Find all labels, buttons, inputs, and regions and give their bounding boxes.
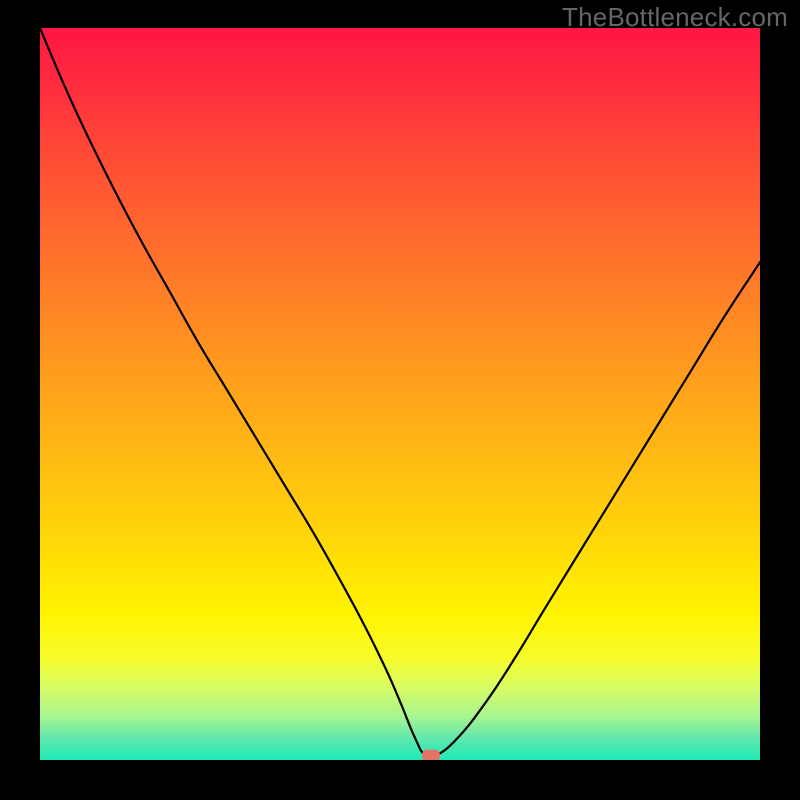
optimum-marker	[422, 750, 440, 760]
bottleneck-chart	[40, 28, 760, 760]
watermark-text: TheBottleneck.com	[562, 2, 788, 33]
plot-area	[40, 28, 760, 760]
chart-background	[40, 28, 760, 760]
